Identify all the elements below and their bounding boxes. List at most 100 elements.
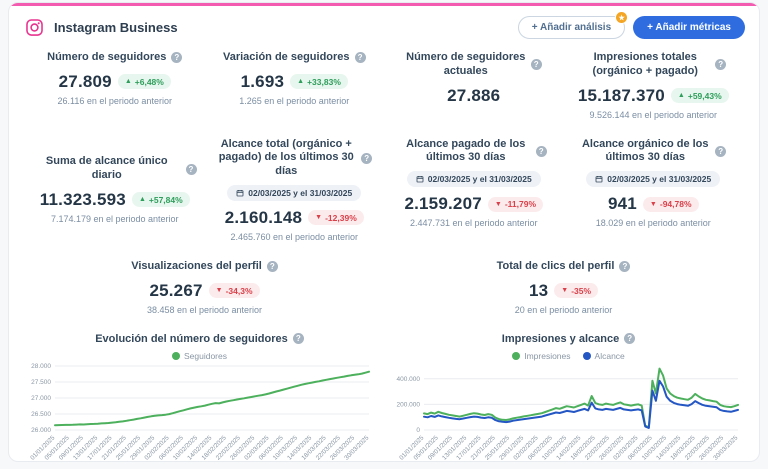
delta-badge: ▼ -12,39%: [308, 210, 364, 226]
impressions-reach-chart: Impresiones y alcance? Impresiones Alcan…: [384, 327, 753, 462]
delta-badge: ▲ +59,43%: [670, 88, 729, 103]
metric-card-alcance-unico-diario: Suma de alcance único diario? 11.323.593…: [25, 134, 205, 246]
followers-evolution-chart: Evolución del número de seguidores? Segu…: [15, 327, 384, 462]
legend-dot-icon: [512, 351, 521, 360]
calendar-icon: [416, 175, 424, 183]
previous-period-text: 1.265 en el periodo anterior: [239, 95, 350, 106]
date-range-text: 02/03/2025 y el 31/03/2025: [427, 174, 532, 184]
metric-card-alcance-organico-30d: Alcance orgánico de los últimos 30 días?…: [564, 134, 744, 246]
metric-card-alcance-pagado-30d: Alcance pagado de los últimos 30 días? 0…: [384, 134, 564, 246]
svg-text:26.500: 26.500: [31, 411, 51, 418]
instagram-icon: [25, 18, 44, 37]
metric-card-seguidores-actuales: Número de seguidores actuales? 27.886: [384, 47, 564, 124]
up-arrow-icon: ▲: [124, 78, 132, 86]
accent-top-bar: [9, 3, 759, 6]
metric-card-alcance-total-30d: Alcance total (orgánico + pagado) de los…: [205, 134, 385, 246]
chart-legend: Seguidores: [171, 351, 227, 361]
previous-period-text: 2.447.731 en el periodo anterior: [409, 218, 538, 228]
metric-title: Suma de alcance único diario: [45, 155, 168, 182]
metric-title: Alcance total (orgánico + pagado) de los…: [218, 137, 354, 178]
metric-value: 11.323.593: [39, 189, 126, 209]
down-arrow-icon: ▼: [561, 287, 569, 294]
help-icon[interactable]: ?: [619, 261, 631, 273]
svg-text:27.000: 27.000: [31, 395, 51, 402]
legend-item-alcance[interactable]: Alcance: [582, 351, 625, 361]
up-arrow-icon: ▲: [677, 92, 685, 99]
panel-title: Instagram Business: [54, 20, 178, 35]
down-arrow-icon: ▼: [494, 200, 502, 208]
help-icon[interactable]: ?: [354, 52, 366, 64]
down-arrow-icon: ▼: [215, 287, 223, 294]
dashboard-panel: Instagram Business + Añadir análisis ★ +…: [8, 2, 760, 462]
metric-title: Número de seguidores: [47, 51, 167, 63]
help-icon[interactable]: ?: [171, 52, 183, 64]
help-icon[interactable]: ?: [715, 145, 727, 157]
metric-card-variacion-seguidores: Variación de seguidores? 1.693 ▲ +33,83% …: [205, 47, 385, 124]
down-arrow-icon: ▼: [315, 214, 323, 222]
help-icon[interactable]: ?: [361, 152, 373, 164]
delta-badge: ▼ -11,79%: [487, 196, 544, 212]
legend-item-seguidores[interactable]: Seguidores: [171, 351, 227, 361]
chart-title: Impresiones y alcance: [501, 332, 620, 345]
help-icon[interactable]: ?: [530, 59, 542, 71]
metric-title: Número de seguidores actuales: [406, 51, 526, 77]
metric-value: 15.187.370: [577, 85, 665, 105]
delta-badge: ▼ -94,78%: [642, 196, 699, 212]
previous-period-text: 18.029 en el periodo anterior: [595, 218, 711, 228]
calendar-icon: [236, 189, 244, 197]
metric-title: Alcance orgánico de los últimos 30 días: [581, 137, 709, 164]
date-range-badge: 02/03/2025 y el 31/03/2025: [586, 171, 721, 187]
previous-period-text: 20 en el periodo anterior: [514, 304, 613, 315]
delta-badge: ▲ +33,83%: [290, 74, 348, 90]
svg-text:400.000: 400.000: [396, 375, 420, 382]
up-arrow-icon: ▲: [297, 78, 305, 86]
help-icon[interactable]: ?: [715, 59, 727, 71]
help-icon[interactable]: ?: [185, 163, 197, 175]
metric-value: 25.267: [149, 280, 203, 300]
svg-text:26.000: 26.000: [31, 427, 51, 434]
date-range-text: 02/03/2025 y el 31/03/2025: [248, 187, 353, 198]
metric-title: Visualizaciones del perfil: [131, 259, 262, 272]
metric-value: 941: [607, 194, 637, 213]
charts-section: Evolución del número de seguidores? Segu…: [9, 319, 759, 462]
svg-text:28.000: 28.000: [31, 363, 51, 370]
add-analysis-button[interactable]: + Añadir análisis ★: [517, 11, 629, 39]
delta-badge: ▼ -34,3%: [208, 283, 260, 298]
help-icon[interactable]: ?: [292, 333, 304, 344]
legend-dot-icon: [171, 351, 180, 360]
calendar-icon: [595, 175, 603, 183]
metric-title: Variación de seguidores: [222, 51, 350, 63]
metric-value: 2.159.207: [404, 194, 482, 213]
svg-text:0: 0: [416, 427, 420, 434]
delta-badge: ▼ -35%: [554, 283, 599, 298]
metric-title: Alcance pagado de los últimos 30 días: [406, 137, 526, 164]
svg-text:200.000: 200.000: [396, 401, 420, 408]
delta-badge: ▲ +6,48%: [117, 74, 171, 90]
add-analysis-label: + Añadir análisis: [531, 22, 612, 33]
previous-period-text: 9.526.144 en el periodo anterior: [589, 109, 718, 120]
legend-dot-icon: [582, 351, 591, 360]
impressions-reach-line-chart-canvas: 400.000200.000001/01/202505/01/202509/01…: [396, 367, 739, 461]
up-arrow-icon: ▲: [138, 196, 146, 204]
metric-card-visualizaciones-perfil: Visualizaciones del perfil? 25.267 ▼ -34,…: [25, 256, 384, 319]
delta-badge: ▲ +57,84%: [131, 192, 190, 208]
chart-title: Evolución del número de seguidores: [95, 332, 288, 345]
previous-period-text: 26.116 en el periodo anterior: [57, 95, 172, 106]
date-range-badge: 02/03/2025 y el 31/03/2025: [227, 184, 362, 201]
svg-text:27.500: 27.500: [31, 379, 51, 386]
metric-value: 2.160.148: [224, 207, 303, 227]
metric-value: 27.886: [447, 85, 501, 105]
sparkle-badge-icon: ★: [615, 11, 629, 24]
followers-line-chart-canvas: 28.00027.50027.00026.50026.00001/01/2025…: [29, 363, 371, 462]
legend-item-impresiones[interactable]: Impresiones: [512, 351, 571, 361]
help-icon[interactable]: ?: [266, 261, 278, 273]
help-icon[interactable]: ?: [624, 333, 636, 344]
metrics-grid: Número de seguidores? 27.809 ▲ +6,48% 26.…: [9, 45, 759, 319]
add-metrics-button[interactable]: + Añadir métricas: [633, 16, 745, 39]
help-icon[interactable]: ?: [535, 145, 547, 157]
metric-card-numero-seguidores: Número de seguidores? 27.809 ▲ +6,48% 26.…: [25, 47, 205, 124]
metric-card-impresiones-totales: Impresiones totales (orgánico + pagado)?…: [564, 47, 744, 124]
previous-period-text: 7.174.179 en el periodo anterior: [50, 213, 179, 224]
date-range-badge: 02/03/2025 y el 31/03/2025: [406, 171, 541, 187]
metric-value: 1.693: [240, 71, 285, 91]
